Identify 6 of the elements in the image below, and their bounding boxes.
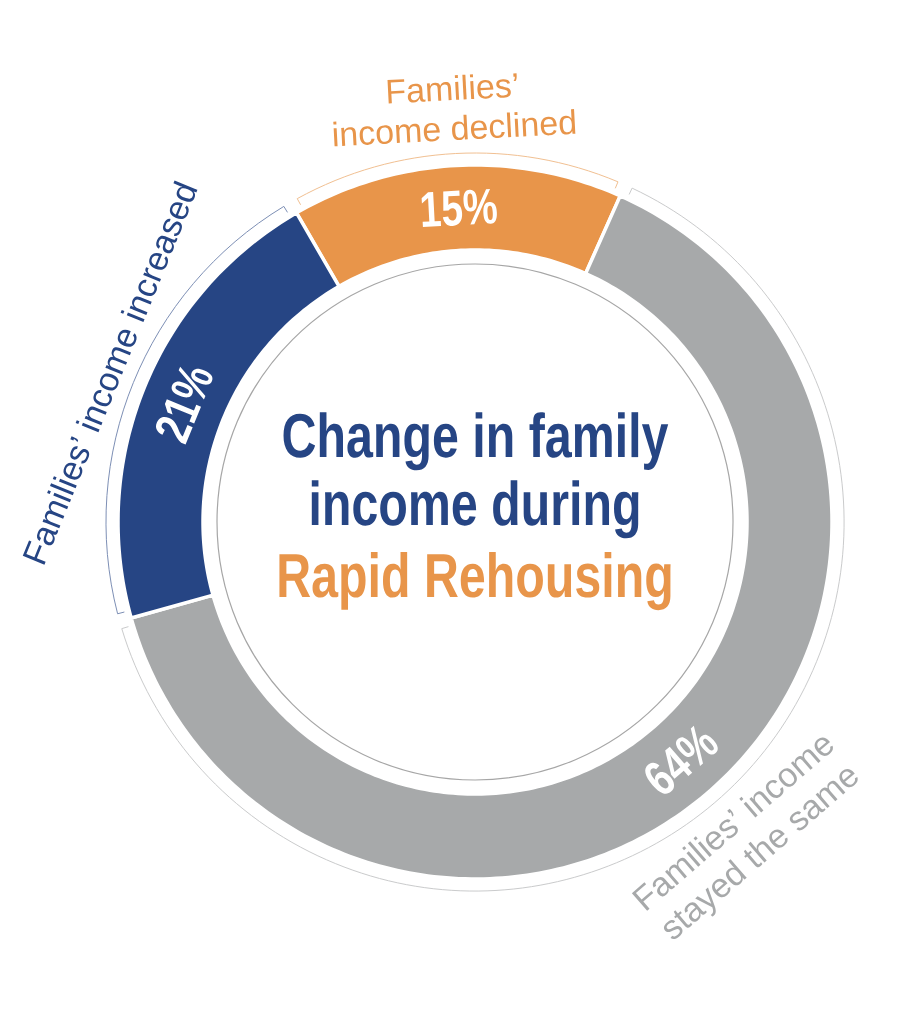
data-label: 21% bbox=[156, 366, 213, 445]
text: Change in family income during bbox=[283, 412, 669, 539]
data-label: 15% bbox=[421, 189, 497, 227]
text: Rapid Rehousing bbox=[279, 552, 671, 611]
data-label: 64% bbox=[645, 725, 718, 794]
slice-label: Families’ income declined bbox=[333, 73, 576, 147]
